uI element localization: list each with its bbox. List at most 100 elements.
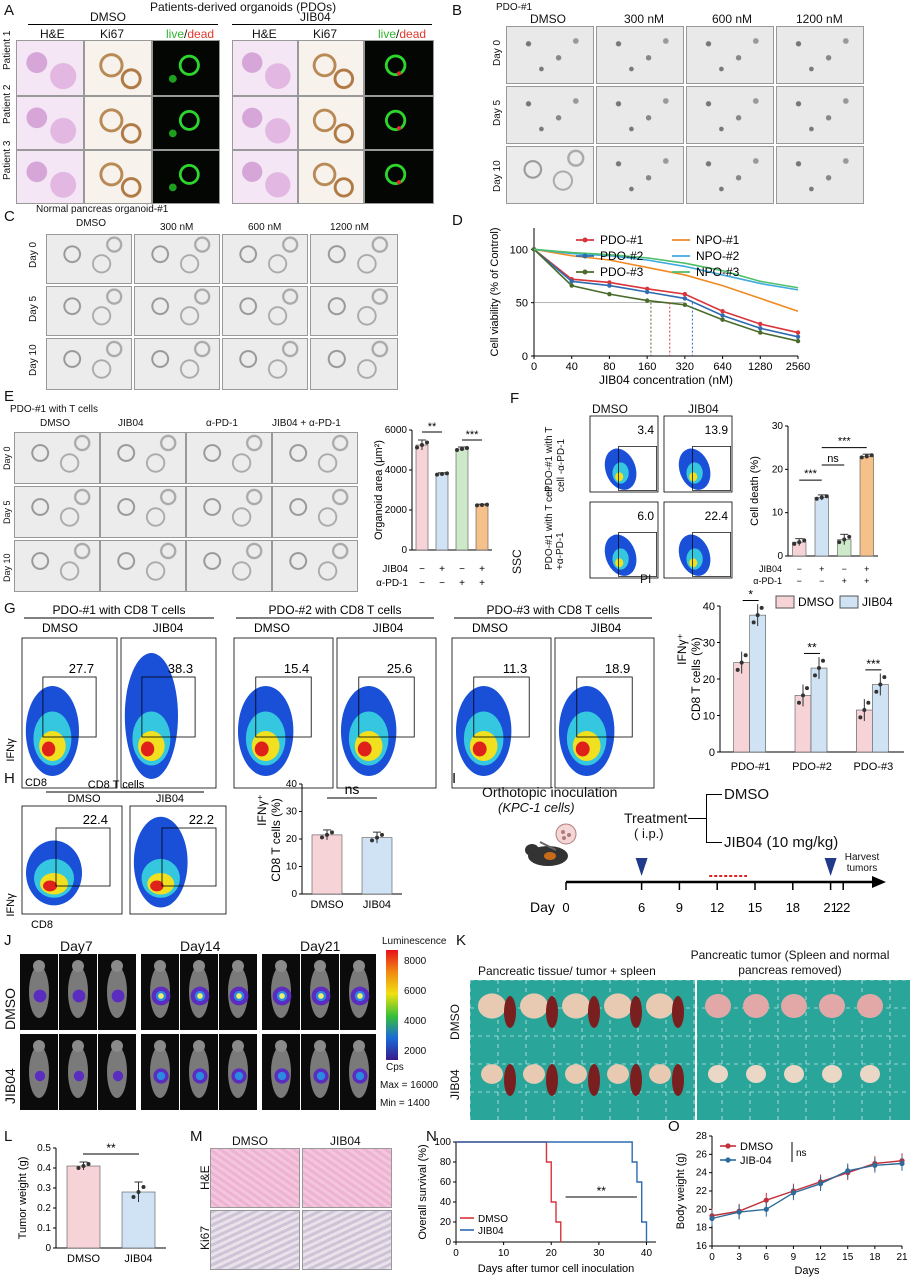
col-label: 600 nM — [248, 222, 282, 233]
luminescence-signal — [195, 1071, 205, 1081]
timeline-day: 22 — [836, 900, 850, 915]
histology-he — [210, 1148, 300, 1208]
x-tick-label: 3 — [736, 1252, 742, 1263]
micrograph-organoid — [272, 486, 358, 538]
luminescence-signal — [111, 989, 125, 1003]
data-point — [736, 1209, 742, 1215]
y-axis-label: IFNγ — [5, 893, 17, 917]
micrograph-he — [16, 96, 84, 150]
micrograph-organoid — [186, 486, 272, 538]
mouse-head — [72, 960, 84, 972]
timeline-day: 6 — [638, 900, 645, 915]
y-tick-label: 10 — [703, 711, 715, 723]
chart-h: 0 10 20 30 40 DMSO JIB04 CD8 T cells (%)IFNγ⁺ ns — [255, 779, 402, 911]
flow-gate — [161, 827, 217, 887]
data-point — [425, 440, 429, 445]
x-tick-label: DMSO — [67, 1253, 100, 1265]
data-point — [862, 708, 867, 713]
y-tick-label: 20 — [703, 674, 715, 686]
data-point — [817, 1181, 824, 1187]
micrograph-live-dead — [152, 96, 220, 150]
micrograph-he — [232, 150, 298, 204]
panel-a-group-dmso: DMSO — [90, 10, 126, 24]
y-tick-label: 4000 — [385, 465, 408, 476]
y-tick-label: 50 — [516, 298, 528, 310]
tumor — [784, 1065, 804, 1083]
bracket — [688, 818, 706, 819]
col-label: 1200 nM — [796, 12, 843, 26]
x-tick-label: 40 — [641, 1248, 653, 1259]
micrograph-organoid — [222, 286, 308, 336]
y-axis-label: Body weight (g) — [675, 1153, 687, 1229]
scale-unit: Cps — [386, 1062, 404, 1073]
panel-letter-g: G — [4, 600, 16, 617]
data-point — [755, 613, 760, 618]
data-point — [644, 298, 650, 303]
data-point — [845, 1168, 851, 1174]
tumor-tissue — [481, 1064, 503, 1084]
flow-plots-f: 3.4 13.9 6.0 22.4 — [589, 415, 733, 579]
data-point — [607, 283, 612, 288]
data-point — [837, 540, 842, 545]
sub-label: DMSO — [42, 621, 78, 635]
x-axis-label: CD8 — [25, 777, 47, 789]
y-tick-label: 26 — [696, 1149, 708, 1160]
tumor-tissue — [649, 1064, 671, 1084]
flow-gate — [55, 827, 111, 887]
data-point — [720, 309, 725, 314]
bar — [66, 1165, 101, 1249]
data-point — [420, 443, 424, 447]
panel-c-title: Normal pancreas organoid-#1 — [36, 204, 169, 215]
panel-letter-d: D — [452, 212, 463, 229]
y-tick-label: 0.4 — [37, 1163, 51, 1174]
panel-letter-h: H — [4, 770, 15, 787]
series-line — [711, 1160, 903, 1217]
col-jib04: JIB04 — [330, 1134, 361, 1148]
row-label: Day 0 — [28, 241, 39, 268]
col-label: 300 nM — [624, 12, 665, 26]
col-label: JIB04 + α-PD-1 — [272, 418, 341, 429]
legend-label: NPO-#2 — [696, 249, 740, 263]
x-tick-label: JIB04 — [124, 1253, 152, 1265]
bar — [475, 504, 489, 551]
scale-min: Min = 1400 — [380, 1098, 430, 1109]
micrograph-organoid — [100, 486, 186, 538]
micrograph-ki67 — [298, 96, 364, 150]
sign: + — [439, 564, 445, 575]
col-day14: Day14 — [180, 938, 221, 954]
bar — [814, 497, 829, 557]
flow-gate — [692, 532, 731, 577]
tumor-tissue — [478, 993, 506, 1019]
bar — [733, 662, 750, 753]
bar — [361, 837, 393, 895]
day-label: Day — [530, 899, 555, 915]
tumor — [746, 1065, 766, 1083]
series-line — [533, 248, 799, 342]
y-tick-label: 0 — [445, 1237, 451, 1248]
data-point — [475, 503, 479, 508]
micrograph-organoid — [100, 432, 186, 484]
sign: + — [819, 564, 824, 574]
y-tick-label: 0 — [291, 889, 297, 900]
sign: − — [419, 578, 425, 589]
gate-value: 38.3 — [168, 661, 193, 676]
x-axis-label: Days — [794, 1265, 820, 1277]
timeline-arrow — [872, 876, 886, 888]
series-line — [533, 248, 799, 338]
flow-density — [150, 880, 164, 892]
row-patient-3: Patient 3 — [2, 140, 13, 180]
y-tick-label: 20 — [440, 1217, 452, 1228]
luminescence-signal — [277, 1071, 287, 1081]
luminescence-signal — [158, 993, 164, 999]
sign: − — [439, 578, 445, 589]
data-point — [797, 700, 801, 705]
spleen — [672, 996, 684, 1028]
mouse-head — [193, 960, 205, 972]
chart-f: 0 10 20 30 Cell death (%) *** ns *** JIB04 α-PD-1… — [749, 421, 878, 586]
y-tick-label: 30 — [772, 421, 784, 432]
data-point — [805, 686, 809, 691]
sign: + — [479, 564, 485, 575]
luminescence-signal — [112, 1070, 124, 1082]
micrograph-he — [16, 40, 84, 96]
sign: − — [797, 564, 802, 574]
